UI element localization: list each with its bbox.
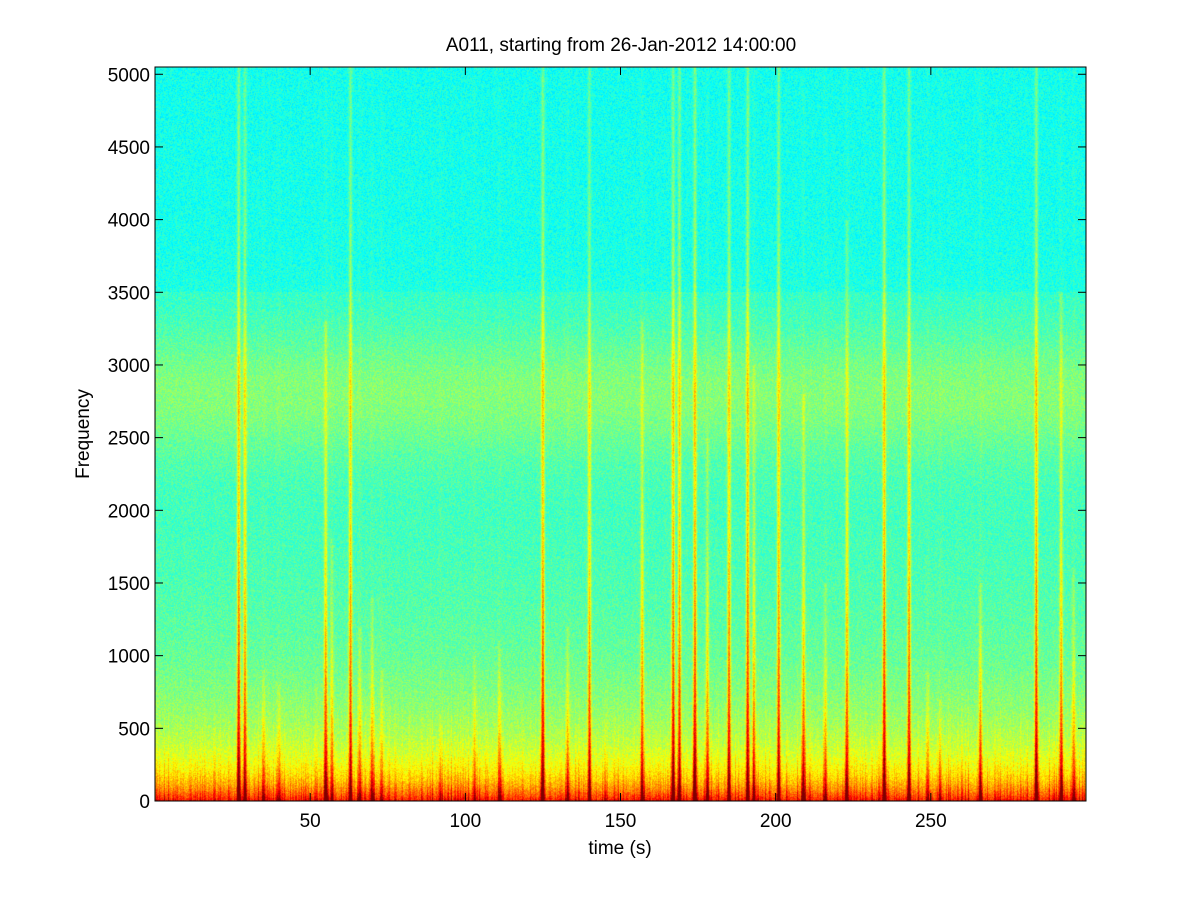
x-tick-label: 50 [300, 811, 321, 832]
y-tick-label: 1000 [108, 647, 150, 668]
x-axis: 50 100 150 200 250 [300, 67, 947, 832]
y-axis-label: Frequency [73, 389, 94, 479]
y-tick-label: 5000 [108, 65, 150, 86]
x-tick-label: 100 [449, 811, 481, 832]
chart-title: A011, starting from 26-Jan-2012 14:00:00 [446, 35, 796, 56]
x-tick-label: 200 [760, 811, 792, 832]
y-tick-label: 0 [139, 792, 150, 813]
x-axis-label: time (s) [588, 838, 651, 859]
y-tick-label: 2500 [108, 429, 150, 450]
y-axis: 0 500 1000 1500 2000 2500 3000 3500 4000 4500 5000 [108, 65, 1086, 813]
y-tick-label: 500 [118, 719, 150, 740]
y-tick-label: 4000 [108, 211, 150, 232]
y-tick-label: 1500 [108, 574, 150, 595]
x-tick-label: 250 [915, 811, 947, 832]
y-tick-label: 3000 [108, 356, 150, 377]
plot-area [154, 66, 1087, 802]
y-tick-label: 3500 [108, 283, 150, 304]
spectrogram-heatmap [155, 67, 1086, 801]
y-tick-label: 4500 [108, 138, 150, 159]
y-tick-label: 2000 [108, 501, 150, 522]
x-tick-label: 150 [605, 811, 637, 832]
